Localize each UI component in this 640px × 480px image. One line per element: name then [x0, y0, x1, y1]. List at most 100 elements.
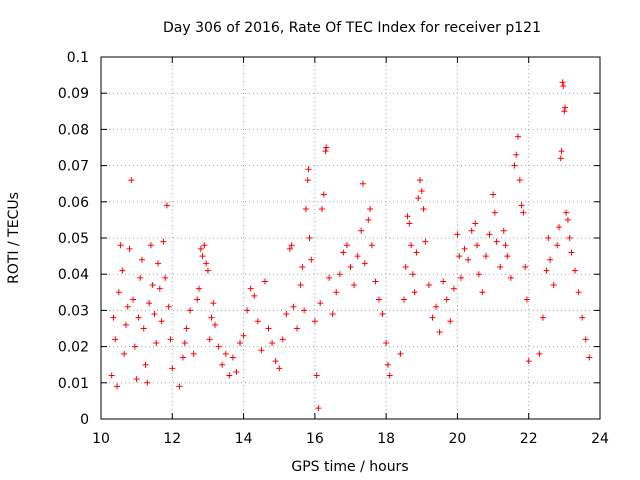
data-point — [276, 365, 283, 372]
data-point — [436, 329, 443, 336]
data-point — [326, 274, 333, 281]
data-point — [408, 242, 415, 249]
data-point — [456, 253, 463, 260]
data-point — [368, 242, 375, 249]
data-point — [199, 253, 206, 260]
data-point — [251, 292, 258, 299]
data-point — [261, 278, 268, 285]
data-point — [301, 307, 308, 314]
data-point — [315, 405, 322, 412]
data-point — [201, 242, 208, 249]
data-point — [547, 256, 554, 263]
data-point — [317, 300, 324, 307]
data-point — [240, 332, 247, 339]
data-point — [112, 336, 119, 343]
data-point — [561, 108, 568, 115]
grid-lines — [101, 57, 600, 419]
data-point — [536, 350, 543, 357]
data-point — [379, 311, 386, 318]
data-point — [429, 314, 436, 321]
data-point — [138, 256, 145, 263]
x-axis-title: GPS time / hours — [291, 459, 408, 475]
data-point — [167, 336, 174, 343]
data-point — [142, 361, 149, 368]
data-point — [500, 227, 507, 234]
data-point — [247, 285, 254, 292]
data-point — [115, 289, 122, 296]
y-tick-label: 0.07 — [58, 159, 89, 175]
data-point — [372, 278, 379, 285]
data-point — [322, 148, 329, 155]
data-point — [212, 321, 219, 328]
data-point — [313, 372, 320, 379]
data-point — [124, 303, 131, 310]
data-point — [406, 220, 413, 227]
data-point — [299, 263, 306, 270]
data-point — [425, 282, 432, 289]
x-tick-label: 20 — [449, 431, 467, 447]
data-point — [196, 285, 203, 292]
data-point — [233, 368, 240, 375]
data-point — [518, 202, 525, 209]
data-point — [468, 227, 475, 234]
data-point — [133, 376, 140, 383]
data-point — [190, 350, 197, 357]
y-tick-label: 0.06 — [58, 195, 89, 211]
data-point — [465, 256, 472, 263]
data-point — [302, 206, 309, 213]
y-tick-label: 0.01 — [58, 376, 89, 392]
data-point — [472, 220, 479, 227]
data-point — [183, 325, 190, 332]
y-tick-label: 0.03 — [58, 303, 89, 319]
data-point — [160, 238, 167, 245]
data-point — [210, 300, 217, 307]
data-point — [354, 253, 361, 260]
data-point — [351, 282, 358, 289]
data-point — [320, 191, 327, 198]
data-point — [203, 260, 210, 267]
data-point — [454, 231, 461, 238]
data-point — [415, 195, 422, 202]
x-tick-labels: 10 12 14 16 18 20 22 24 — [92, 431, 609, 447]
data-point — [297, 282, 304, 289]
data-point — [290, 303, 297, 310]
data-point — [308, 256, 315, 263]
data-point — [244, 307, 251, 314]
data-point — [545, 235, 552, 241]
data-point — [206, 336, 213, 343]
data-point — [523, 296, 530, 303]
data-point — [440, 278, 447, 285]
data-point — [162, 274, 169, 281]
data-point — [386, 372, 393, 379]
data-point — [254, 318, 261, 325]
data-point — [513, 151, 520, 158]
data-point — [333, 289, 340, 296]
data-point — [502, 242, 509, 249]
data-point — [562, 104, 569, 111]
data-point — [358, 227, 365, 234]
data-point — [566, 235, 573, 241]
data-point — [265, 325, 272, 332]
data-point — [279, 336, 286, 343]
data-point — [559, 79, 566, 86]
x-tick-label: 14 — [235, 431, 253, 447]
data-point — [397, 350, 404, 357]
y-tick-label: 0.02 — [58, 340, 89, 356]
data-point — [126, 245, 133, 252]
data-point — [493, 238, 500, 245]
x-tick-label: 18 — [377, 431, 395, 447]
chart-title: Day 306 of 2016, Rate Of TEC Index for r… — [163, 20, 541, 36]
data-point — [158, 318, 165, 325]
data-point — [490, 191, 497, 198]
data-point — [475, 271, 482, 278]
data-point — [197, 245, 204, 252]
y-axis-title: ROTI / TECUs — [6, 192, 22, 284]
data-point — [563, 209, 570, 216]
data-point — [272, 358, 279, 365]
data-point — [560, 82, 567, 89]
data-point — [343, 242, 350, 249]
data-point — [422, 238, 429, 245]
data-point — [417, 177, 424, 184]
data-point — [550, 282, 557, 289]
data-point — [515, 133, 522, 140]
